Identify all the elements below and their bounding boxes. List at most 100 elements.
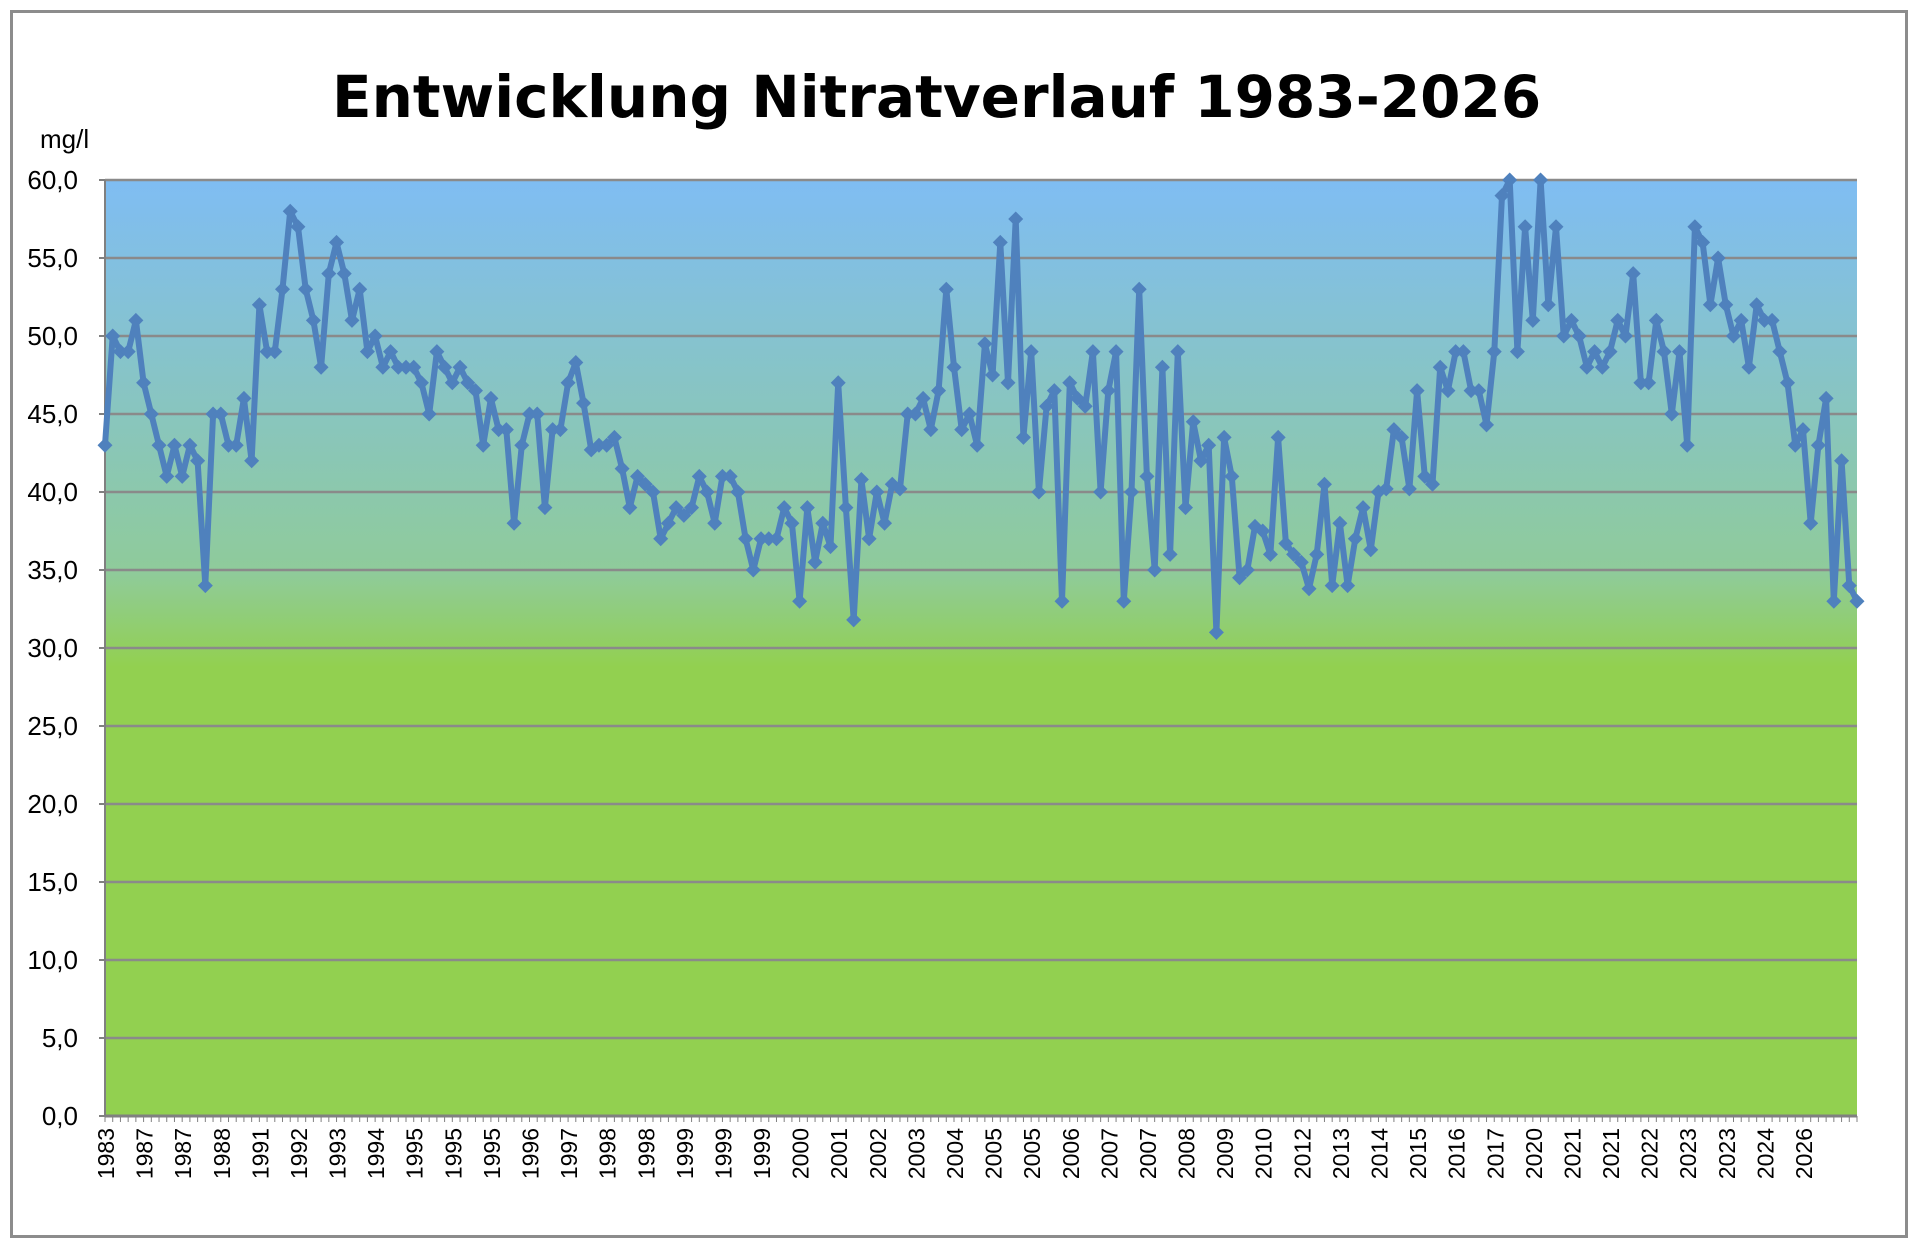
- data-point: [1201, 437, 1217, 453]
- x-tick-label: 2024: [1752, 1128, 1778, 1179]
- data-point: [568, 355, 584, 371]
- x-tick-label: 2023: [1675, 1128, 1701, 1179]
- data-point: [506, 515, 522, 531]
- data-point: [877, 515, 893, 531]
- data-point: [413, 375, 429, 391]
- data-point: [907, 406, 923, 422]
- data-point: [1293, 554, 1309, 570]
- x-tick-label: 1996: [517, 1128, 543, 1179]
- x-tick-label: 1998: [595, 1128, 621, 1179]
- data-point: [1054, 593, 1070, 609]
- data-point: [1108, 344, 1124, 360]
- data-point: [1232, 570, 1248, 586]
- data-point: [969, 437, 985, 453]
- data-point: [444, 375, 460, 391]
- data-point: [491, 422, 507, 438]
- data-point: [684, 500, 700, 516]
- data-point: [452, 359, 468, 375]
- data-point: [614, 461, 630, 477]
- data-point: [521, 406, 537, 422]
- data-point: [1587, 344, 1603, 360]
- x-tick-label: 2002: [865, 1128, 891, 1179]
- data-point: [892, 481, 908, 497]
- y-tick-label: 0,0: [42, 1101, 78, 1131]
- data-point: [1486, 344, 1502, 360]
- x-tick-label: 1987: [170, 1128, 196, 1179]
- data-point: [1239, 562, 1255, 578]
- data-point: [1695, 234, 1711, 250]
- data-point: [552, 422, 568, 438]
- data-point: [1425, 476, 1441, 492]
- data-point: [645, 484, 661, 500]
- data-point: [1100, 383, 1116, 399]
- data-point: [606, 429, 622, 445]
- x-tick-label: 2001: [826, 1128, 852, 1179]
- data-point: [591, 437, 607, 453]
- x-tick-label: 2023: [1714, 1128, 1740, 1179]
- x-tick-label: 1995: [402, 1128, 428, 1179]
- data-point: [776, 500, 792, 516]
- data-point: [1594, 359, 1610, 375]
- data-point: [1733, 312, 1749, 328]
- data-point: [946, 359, 962, 375]
- data-point: [1378, 481, 1394, 497]
- data-point: [1116, 593, 1132, 609]
- data-point: [128, 312, 144, 328]
- data-point: [259, 344, 275, 360]
- data-point: [1726, 328, 1742, 344]
- data-point: [275, 281, 291, 297]
- data-point: [745, 562, 761, 578]
- data-point: [730, 484, 746, 500]
- x-axis-ticks: 1983 1987 1987 1988 1991 1992 1993 1994 1995 1995…: [93, 1116, 1858, 1179]
- data-point: [1000, 375, 1016, 391]
- data-point: [861, 531, 877, 547]
- x-tick-label: 1999: [672, 1128, 698, 1179]
- data-point: [822, 539, 838, 555]
- data-point: [383, 344, 399, 360]
- data-point: [1617, 328, 1633, 344]
- y-tick-label: 15,0: [27, 867, 78, 897]
- data-point: [1563, 312, 1579, 328]
- data-point: [421, 406, 437, 422]
- x-tick-label: 2010: [1251, 1128, 1277, 1179]
- data-point: [313, 359, 329, 375]
- y-tick-label: 25,0: [27, 711, 78, 741]
- data-point: [166, 437, 182, 453]
- x-tick-label: 1987: [132, 1128, 158, 1179]
- data-point: [900, 406, 916, 422]
- gridlines: [105, 178, 1857, 1040]
- data-point: [915, 390, 931, 406]
- data-point: [367, 328, 383, 344]
- data-point: [931, 383, 947, 399]
- data-point: [344, 312, 360, 328]
- data-point: [205, 406, 221, 422]
- x-tick-label: 1995: [440, 1128, 466, 1179]
- data-point: [1262, 546, 1278, 562]
- y-tick-label: 30,0: [27, 633, 78, 663]
- data-point: [1571, 328, 1587, 344]
- x-tick-label: 2004: [942, 1128, 968, 1179]
- data-point: [1324, 578, 1340, 594]
- data-point: [1533, 172, 1549, 188]
- data-point: [722, 468, 738, 484]
- data-point: [429, 344, 445, 360]
- data-point: [1718, 297, 1734, 313]
- data-point: [784, 515, 800, 531]
- data-point: [1756, 312, 1772, 328]
- x-tick-label: 2015: [1405, 1128, 1431, 1179]
- data-point: [390, 359, 406, 375]
- data-point: [1093, 484, 1109, 500]
- y-tick-label: 5,0: [42, 1023, 78, 1053]
- x-tick-label: 2021: [1559, 1128, 1585, 1179]
- x-tick-label: 1988: [209, 1128, 235, 1179]
- data-point: [707, 515, 723, 531]
- data-point: [923, 422, 939, 438]
- data-point: [298, 281, 314, 297]
- data-point: [136, 375, 152, 391]
- data-point: [290, 219, 306, 235]
- data-point: [1316, 476, 1332, 492]
- data-point: [599, 437, 615, 453]
- data-point: [761, 531, 777, 547]
- data-point: [329, 234, 345, 250]
